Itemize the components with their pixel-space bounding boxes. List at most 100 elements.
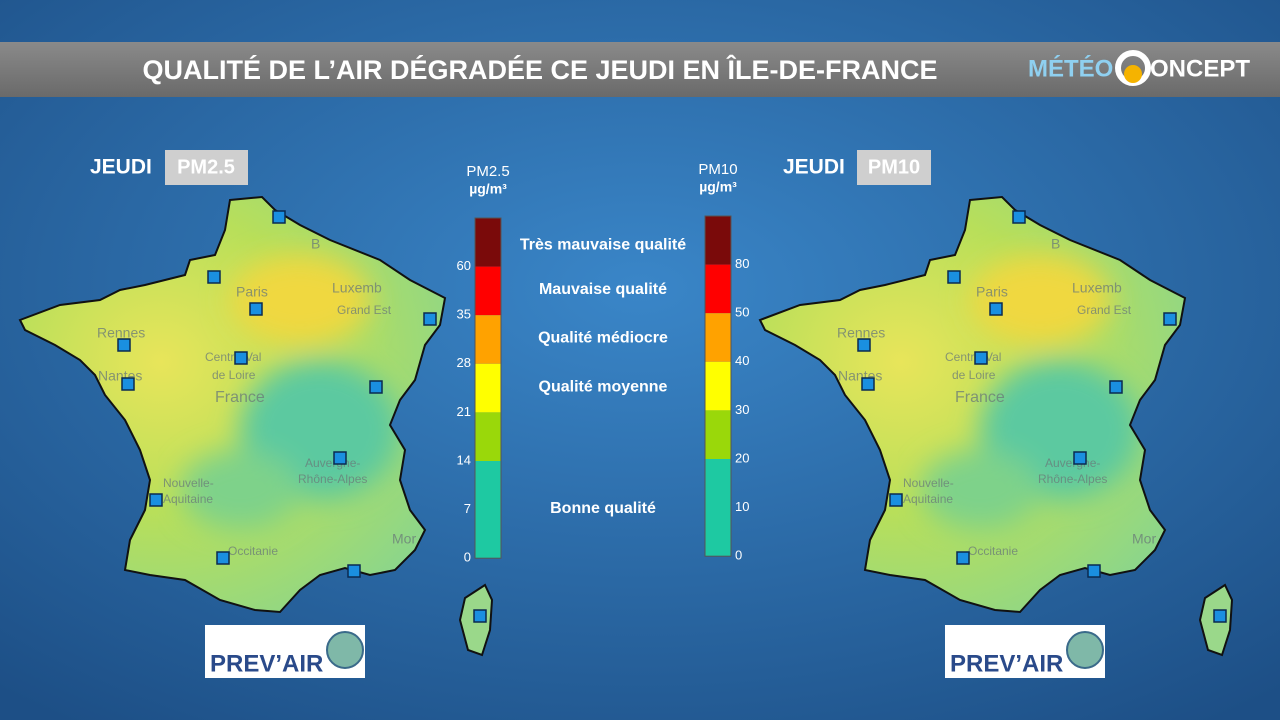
scale-tick: 10 [735, 499, 749, 514]
map-label: Aquitaine [903, 492, 953, 506]
legend-band [705, 216, 731, 265]
station [333, 451, 347, 465]
station [149, 493, 163, 507]
map-label: Luxemb [332, 280, 382, 296]
map-label: Aquitaine [163, 492, 213, 506]
map-label: Paris [976, 284, 1008, 300]
legend-band [475, 461, 501, 559]
legend-band [475, 218, 501, 267]
quality-label: Très mauvaise qualité [520, 237, 686, 254]
legend-band [475, 315, 501, 364]
title: QUALITÉ DE L’AIR DÉGRADÉE CE JEUDI EN ÎL… [142, 54, 937, 85]
map-label: Nantes [838, 368, 882, 384]
station [423, 312, 437, 326]
map-label: France [955, 389, 1005, 406]
legend: PM2.5µg/m³071421283560PM10µg/m³010203040… [457, 161, 750, 565]
station [956, 551, 970, 565]
scale-tick: 50 [735, 305, 749, 320]
legend-band [475, 266, 501, 316]
map-label: Centre-Val [205, 350, 261, 364]
legend-band [475, 363, 501, 413]
station [857, 338, 871, 352]
map-label: France [215, 389, 265, 406]
scale-tick: 28 [457, 355, 471, 370]
map-outline [18, 195, 447, 614]
station [117, 338, 131, 352]
quality-label: Mauvaise qualité [539, 281, 667, 298]
station [1012, 210, 1026, 224]
map-zone [230, 255, 370, 345]
scale-title: PM2.5 [466, 163, 509, 180]
legend-frame [704, 215, 732, 557]
station [1087, 564, 1101, 578]
map-label: Rennes [837, 325, 885, 341]
station [473, 609, 487, 623]
station [234, 351, 248, 365]
pollutant-label: PM10 [868, 156, 920, 178]
map-label: Grand Est [1077, 303, 1132, 317]
station [249, 302, 263, 316]
scale-tick: 40 [735, 353, 749, 368]
map-label: B [311, 236, 320, 252]
quality-label: Qualité médiocre [538, 330, 668, 347]
scale-tick: 21 [457, 404, 471, 419]
station [1163, 312, 1177, 326]
station [121, 377, 135, 391]
day-label: JEUDI [783, 156, 845, 179]
map-label: Occitanie [228, 544, 278, 558]
credit-globe [326, 631, 364, 669]
map-label: de Loire [952, 368, 996, 382]
map-label: Nouvelle- [903, 476, 954, 490]
scale-unit: µg/m³ [699, 179, 737, 195]
scale-tick: 0 [735, 548, 742, 563]
map-zone [970, 255, 1110, 345]
pollutant-box [857, 150, 931, 185]
station [974, 351, 988, 365]
map-label: Paris [236, 284, 268, 300]
map-zone [920, 450, 1040, 530]
scale-tick: 80 [735, 256, 749, 271]
legend-band [705, 410, 731, 459]
logo-text: MÉTÉO [1028, 54, 1113, 82]
map-label: Nantes [98, 368, 142, 384]
legend-frame [474, 217, 502, 559]
map-label: Auvergne- [1045, 456, 1100, 470]
scale-tick: 30 [735, 402, 749, 417]
scale-unit: µg/m³ [469, 181, 507, 197]
quality-label: Bonne qualité [550, 500, 656, 517]
logo-text: ONCEPT [1150, 55, 1250, 82]
station [1213, 609, 1227, 623]
station [889, 493, 903, 507]
quality-label: Qualité moyenne [539, 378, 668, 395]
map-label: Rennes [97, 325, 145, 341]
day-label: JEUDI [90, 156, 152, 179]
scale-tick: 20 [735, 450, 749, 465]
header-bar [0, 42, 1280, 97]
legend-band [705, 264, 731, 314]
credit-text: PREV’AIR [950, 650, 1063, 677]
station [272, 210, 286, 224]
station [207, 270, 221, 284]
credit-globe [1066, 631, 1104, 669]
map-label: Luxemb [1072, 280, 1122, 296]
map-label: Grand Est [337, 303, 392, 317]
scale-tick: 60 [457, 258, 471, 273]
station [369, 380, 383, 394]
map-label: B [1051, 236, 1060, 252]
station [989, 302, 1003, 316]
map-label: Centre-Val [945, 350, 1001, 364]
scale-tick: 7 [464, 501, 471, 516]
pollutant-box [165, 150, 248, 185]
logo: MÉTÉO ONCEPT [1028, 50, 1250, 86]
legend-band [705, 313, 731, 362]
map-label: Auvergne- [305, 456, 360, 470]
map-label: Rhône-Alpes [1038, 472, 1107, 486]
credit-text: PREV’AIR [210, 650, 323, 677]
scale-tick: 0 [464, 550, 471, 565]
map-label: Occitanie [968, 544, 1018, 558]
scale-title: PM10 [698, 161, 737, 178]
map-label: Nouvelle- [163, 476, 214, 490]
credit-logo: PREV’AIR [945, 625, 1105, 678]
legend-band [475, 412, 501, 461]
